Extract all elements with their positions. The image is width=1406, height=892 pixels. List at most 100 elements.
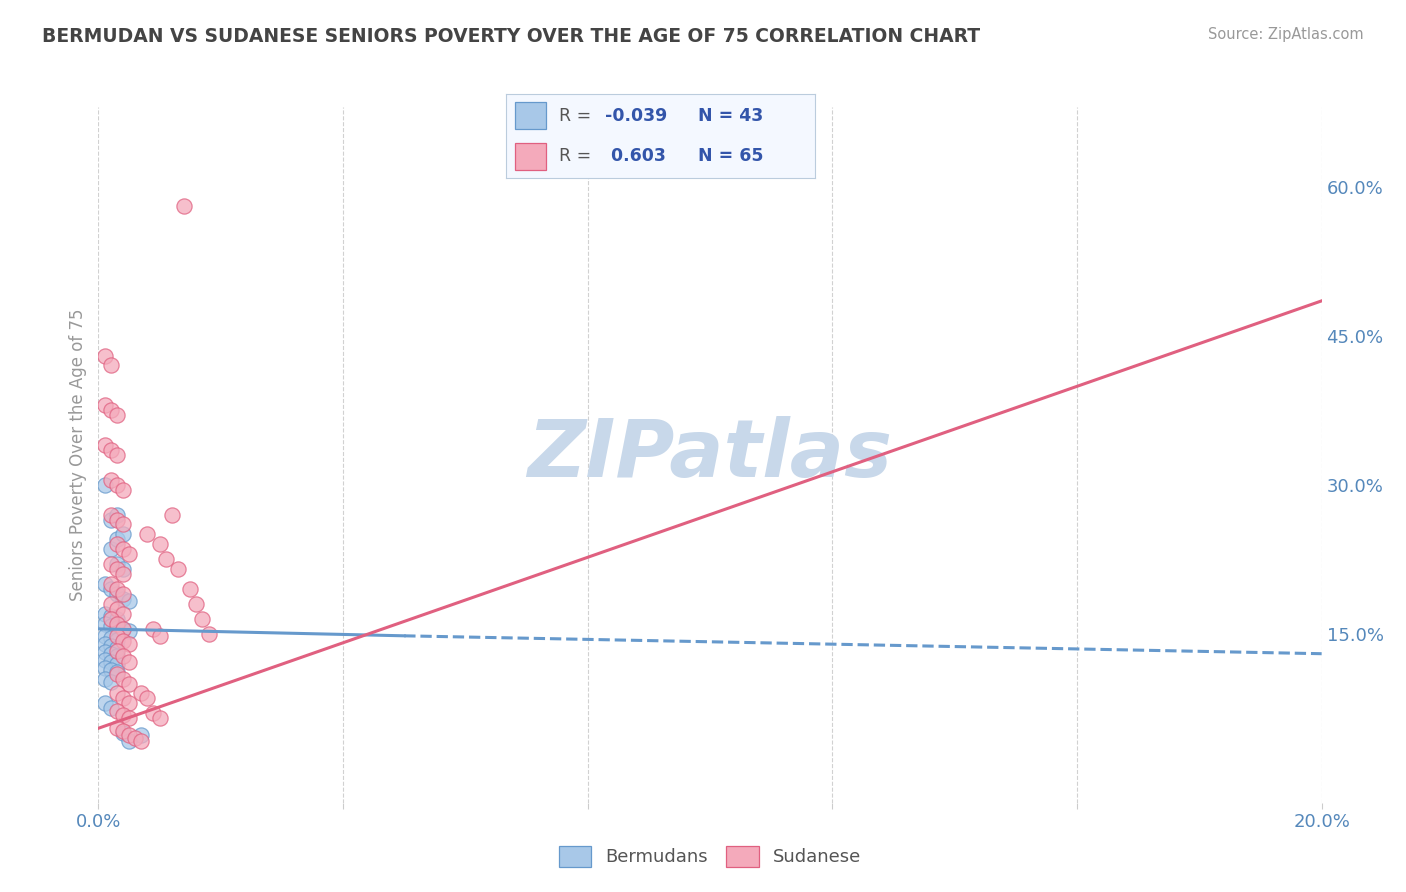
- Point: [100, 558, 122, 572]
- Point: [197, 627, 219, 641]
- Point: [100, 609, 122, 624]
- Point: [111, 567, 134, 582]
- Point: [111, 708, 134, 723]
- Point: [100, 674, 122, 689]
- Point: [149, 537, 172, 551]
- Point: [100, 655, 122, 669]
- Point: [100, 631, 122, 645]
- Text: BERMUDAN VS SUDANESE SENIORS POVERTY OVER THE AGE OF 75 CORRELATION CHART: BERMUDAN VS SUDANESE SENIORS POVERTY OVE…: [42, 27, 980, 45]
- Point: [105, 508, 128, 522]
- Point: [149, 629, 172, 643]
- Point: [129, 728, 152, 742]
- Point: [105, 408, 128, 422]
- Point: [105, 612, 128, 626]
- Point: [111, 633, 134, 648]
- Text: R =: R =: [558, 107, 596, 125]
- Text: ZIPatlas: ZIPatlas: [527, 416, 893, 494]
- Point: [118, 547, 141, 561]
- Point: [105, 533, 128, 547]
- Point: [173, 199, 195, 213]
- Point: [136, 691, 159, 706]
- Point: [100, 582, 122, 596]
- Text: 0.603: 0.603: [605, 147, 666, 165]
- Point: [105, 448, 128, 462]
- Point: [111, 483, 134, 497]
- Point: [105, 657, 128, 671]
- Point: [100, 663, 122, 677]
- Point: [111, 587, 134, 601]
- Point: [93, 660, 115, 674]
- Point: [111, 622, 134, 636]
- Point: [105, 704, 128, 718]
- Point: [111, 607, 134, 621]
- Point: [100, 473, 122, 487]
- Bar: [516, 143, 547, 169]
- Point: [93, 349, 115, 363]
- Point: [105, 477, 128, 491]
- Point: [129, 734, 152, 748]
- Point: [100, 701, 122, 715]
- Point: [105, 632, 128, 647]
- Point: [142, 706, 165, 721]
- Point: [100, 512, 122, 526]
- Text: N = 43: N = 43: [697, 107, 763, 125]
- Point: [93, 653, 115, 667]
- Point: [93, 672, 115, 686]
- Point: [118, 594, 141, 608]
- Point: [118, 676, 141, 690]
- Point: [160, 508, 183, 522]
- Point: [105, 648, 128, 663]
- Point: [105, 666, 128, 681]
- Point: [100, 542, 122, 557]
- Point: [100, 647, 122, 661]
- Point: [111, 517, 134, 532]
- Point: [105, 587, 128, 601]
- Point: [105, 621, 128, 635]
- Point: [105, 582, 128, 596]
- Point: [105, 640, 128, 655]
- Text: -0.039: -0.039: [605, 107, 668, 125]
- Point: [179, 582, 201, 596]
- Y-axis label: Seniors Poverty Over the Age of 75: Seniors Poverty Over the Age of 75: [69, 309, 87, 601]
- Text: R =: R =: [558, 147, 596, 165]
- Point: [105, 537, 128, 551]
- Text: N = 65: N = 65: [697, 147, 763, 165]
- Point: [93, 607, 115, 621]
- Point: [100, 508, 122, 522]
- Text: Source: ZipAtlas.com: Source: ZipAtlas.com: [1208, 27, 1364, 42]
- Point: [105, 629, 128, 643]
- Point: [105, 644, 128, 658]
- Point: [111, 726, 134, 740]
- Point: [111, 691, 134, 706]
- Point: [167, 562, 190, 576]
- Point: [105, 558, 128, 572]
- Point: [100, 403, 122, 417]
- Point: [100, 442, 122, 457]
- Point: [105, 665, 128, 679]
- Bar: [516, 103, 547, 129]
- Point: [111, 542, 134, 557]
- Point: [118, 655, 141, 669]
- Point: [93, 645, 115, 659]
- Point: [191, 612, 214, 626]
- Point: [93, 616, 115, 631]
- Point: [136, 527, 159, 541]
- Point: [142, 622, 165, 636]
- Point: [118, 734, 141, 748]
- Point: [93, 697, 115, 711]
- Point: [118, 697, 141, 711]
- Point: [111, 724, 134, 739]
- Point: [129, 686, 152, 700]
- Point: [93, 577, 115, 591]
- Point: [124, 731, 146, 746]
- Point: [111, 622, 134, 636]
- Point: [105, 616, 128, 631]
- Point: [118, 728, 141, 742]
- Point: [118, 624, 141, 638]
- Point: [93, 637, 115, 651]
- Point: [149, 711, 172, 725]
- Point: [93, 398, 115, 412]
- Point: [111, 562, 134, 576]
- Point: [100, 359, 122, 373]
- Point: [100, 619, 122, 633]
